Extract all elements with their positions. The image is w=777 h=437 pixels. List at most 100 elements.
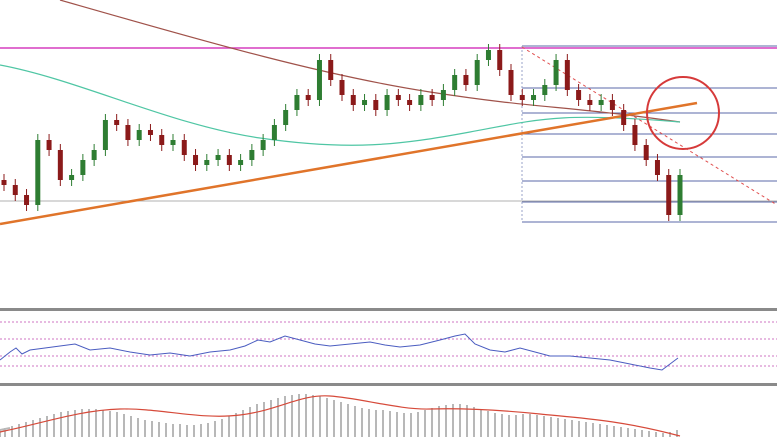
candle xyxy=(91,144,97,166)
candle xyxy=(621,104,627,131)
candle xyxy=(531,89,537,106)
candle xyxy=(125,119,131,146)
candle-body xyxy=(193,155,199,165)
candle-body xyxy=(114,120,120,125)
candle-body xyxy=(519,95,525,100)
candle xyxy=(474,54,480,91)
candle-body xyxy=(429,95,435,100)
candle-body xyxy=(204,160,210,165)
candle xyxy=(57,144,63,186)
candle xyxy=(643,139,649,166)
candle xyxy=(328,54,334,86)
candle xyxy=(249,144,255,166)
candle-body xyxy=(497,50,503,70)
candle-body xyxy=(181,140,187,155)
candle xyxy=(677,169,683,221)
candle xyxy=(395,89,401,106)
moving-average-slow xyxy=(59,0,681,123)
candle-body xyxy=(170,140,176,145)
candle xyxy=(283,104,289,131)
candle-body xyxy=(564,60,570,90)
candle xyxy=(350,89,356,111)
candle xyxy=(666,169,672,221)
candle xyxy=(654,154,660,181)
candle xyxy=(114,114,120,131)
candle-body xyxy=(271,125,277,140)
candle-body xyxy=(407,100,413,105)
candle-body xyxy=(260,140,266,150)
candle-body xyxy=(238,160,244,165)
candle xyxy=(316,54,322,106)
candle-body xyxy=(1,180,7,185)
rsi-line xyxy=(0,333,679,371)
candle xyxy=(238,154,244,171)
candle-body xyxy=(418,95,424,105)
candle-body xyxy=(24,195,30,205)
candle xyxy=(215,149,221,166)
candle-body xyxy=(677,175,683,215)
candle-body xyxy=(294,95,300,110)
candle xyxy=(12,179,18,201)
candle xyxy=(35,134,41,211)
candle-body xyxy=(283,110,289,125)
candle xyxy=(305,89,311,106)
candle xyxy=(260,134,266,156)
candle-body xyxy=(474,60,480,85)
candle xyxy=(440,84,446,106)
candle xyxy=(519,89,525,106)
candle-body xyxy=(362,100,368,105)
candle xyxy=(294,89,300,116)
candle-body xyxy=(576,90,582,100)
candle-body xyxy=(531,95,537,100)
support-trendline xyxy=(0,101,698,226)
candle-body xyxy=(147,130,153,135)
candle-body xyxy=(395,95,401,100)
candle xyxy=(226,149,232,171)
candle xyxy=(159,129,165,151)
candle-body xyxy=(621,110,627,125)
candle xyxy=(193,149,199,171)
candle xyxy=(1,174,7,191)
candle-body xyxy=(350,95,356,105)
candle xyxy=(497,44,503,76)
candle xyxy=(407,94,413,111)
candle-body xyxy=(316,60,322,100)
candles xyxy=(1,44,683,221)
candle-body xyxy=(80,160,86,175)
candle-body xyxy=(666,175,672,215)
highlight-circle xyxy=(646,76,720,150)
candle xyxy=(598,94,604,111)
candle xyxy=(553,54,559,91)
candle-body xyxy=(226,155,232,165)
candle-body xyxy=(305,95,311,100)
candle-body xyxy=(249,150,255,160)
candle xyxy=(564,54,570,96)
panel-separator xyxy=(0,308,777,311)
candle xyxy=(147,124,153,141)
candle-body xyxy=(463,75,469,85)
candle-body xyxy=(643,145,649,160)
candle xyxy=(576,84,582,106)
moving-average-fast xyxy=(0,64,681,146)
candle-body xyxy=(452,75,458,90)
candle xyxy=(136,124,142,146)
candle-body xyxy=(215,155,221,160)
candle-body xyxy=(91,150,97,160)
candle-body xyxy=(654,160,660,175)
candle xyxy=(384,89,390,116)
candle xyxy=(271,119,277,146)
candle xyxy=(204,154,210,171)
candle-body xyxy=(542,85,548,95)
candle xyxy=(418,89,424,111)
candle-body xyxy=(46,140,52,150)
macd-signal xyxy=(0,395,681,437)
macd-histogram xyxy=(0,394,678,437)
candle-body xyxy=(587,100,593,105)
candle xyxy=(362,94,368,111)
candle-body xyxy=(159,135,165,145)
candle-body xyxy=(12,185,18,195)
candle xyxy=(429,89,435,106)
panel-separator xyxy=(0,383,777,386)
